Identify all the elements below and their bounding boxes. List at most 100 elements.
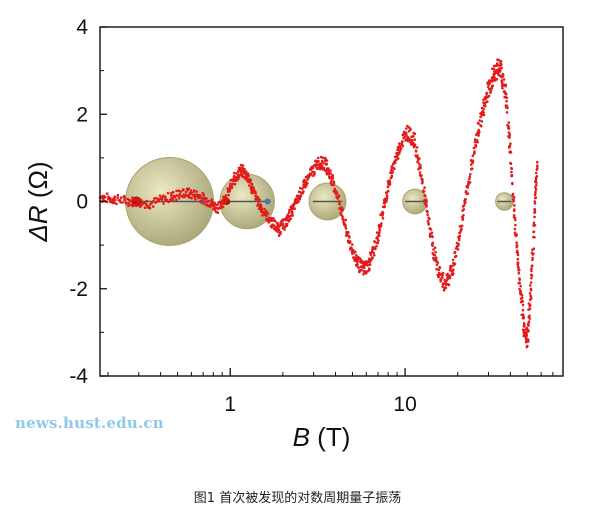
- chart-area: -4 -2 0 2 4 1 10 B (T) ΔR (Ω): [23, 16, 564, 452]
- data-point: [471, 161, 475, 164]
- data-point: [304, 180, 308, 183]
- data-point: [477, 122, 480, 125]
- data-point: [533, 210, 537, 214]
- data-point: [143, 206, 147, 209]
- data-point: [404, 131, 408, 135]
- data-point: [535, 168, 539, 171]
- data-point: [515, 244, 519, 247]
- data-point: [473, 152, 476, 155]
- data-point: [433, 246, 437, 249]
- data-point: [114, 198, 117, 202]
- data-point: [119, 196, 123, 199]
- data-point: [521, 308, 525, 312]
- data-point: [287, 218, 291, 222]
- data-point: [176, 194, 179, 197]
- data-point: [216, 203, 219, 207]
- data-point: [516, 261, 519, 265]
- data-point: [127, 198, 131, 202]
- data-point: [463, 201, 467, 204]
- y-tick-label: 2: [76, 103, 88, 126]
- data-point: [518, 278, 521, 281]
- data-point: [440, 276, 444, 280]
- data-point: [413, 138, 417, 141]
- data-point: [507, 124, 510, 128]
- data-point: [327, 167, 330, 170]
- data-point: [401, 140, 404, 143]
- data-point: [320, 164, 324, 168]
- data-point: [530, 265, 534, 268]
- data-point: [399, 146, 403, 150]
- data-point: [533, 200, 536, 203]
- data-point: [451, 258, 455, 262]
- data-point: [275, 228, 278, 231]
- data-point: [205, 197, 208, 200]
- data-point: [385, 194, 389, 198]
- data-point: [320, 159, 324, 163]
- data-point: [507, 121, 511, 124]
- data-point: [246, 174, 250, 177]
- data-point: [518, 287, 521, 291]
- data-point: [104, 196, 107, 199]
- data-point: [162, 202, 165, 205]
- data-point: [388, 180, 392, 184]
- data-point: [457, 236, 461, 240]
- data-point: [276, 230, 280, 233]
- data-point: [145, 199, 149, 203]
- data-point: [158, 194, 162, 198]
- data-point: [230, 185, 233, 188]
- data-point: [515, 233, 518, 236]
- data-point: [171, 198, 175, 202]
- data-point: [272, 224, 276, 227]
- data-point: [457, 242, 460, 246]
- data-point: [224, 194, 228, 197]
- data-point: [519, 284, 522, 288]
- data-point: [534, 196, 537, 200]
- data-point: [267, 216, 271, 220]
- data-point: [468, 181, 472, 184]
- data-point: [519, 291, 522, 295]
- data-point: [184, 190, 188, 194]
- data-point: [434, 250, 437, 254]
- data-point: [457, 244, 460, 248]
- data-point: [533, 236, 536, 239]
- data-point: [500, 80, 504, 84]
- data-point: [515, 241, 518, 244]
- data-point: [261, 214, 264, 217]
- data-point: [202, 202, 206, 205]
- data-point: [109, 196, 112, 200]
- data-point: [246, 172, 250, 175]
- data-point: [532, 230, 536, 234]
- data-point: [381, 216, 385, 220]
- x-tick-label: 10: [393, 393, 416, 416]
- data-point: [263, 207, 266, 211]
- data-point: [524, 340, 528, 344]
- data-point: [373, 240, 376, 243]
- data-point: [228, 190, 231, 193]
- data-point: [154, 196, 157, 200]
- data-point: [516, 257, 520, 261]
- figure-caption: 图1 首次被发现的对数周期量子振荡: [193, 491, 402, 506]
- data-point: [257, 202, 260, 205]
- data-point: [354, 250, 357, 254]
- data-point: [503, 90, 506, 93]
- data-point: [450, 265, 454, 268]
- data-point: [335, 191, 339, 195]
- data-point: [333, 187, 337, 191]
- data-point: [460, 227, 463, 231]
- data-point: [438, 266, 441, 269]
- data-point: [452, 272, 455, 276]
- data-point: [441, 274, 444, 277]
- data-point: [247, 184, 251, 187]
- data-point: [505, 106, 509, 109]
- data-point: [416, 160, 419, 164]
- data-point: [523, 325, 526, 328]
- data-point: [517, 266, 520, 270]
- data-point: [365, 260, 369, 263]
- data-point: [466, 192, 470, 195]
- data-point: [184, 193, 188, 197]
- watermark-text: news.hust.edu.cn: [15, 414, 164, 432]
- data-point: [482, 113, 486, 117]
- data-point: [405, 127, 408, 130]
- data-point: [321, 156, 325, 160]
- data-point: [192, 193, 195, 197]
